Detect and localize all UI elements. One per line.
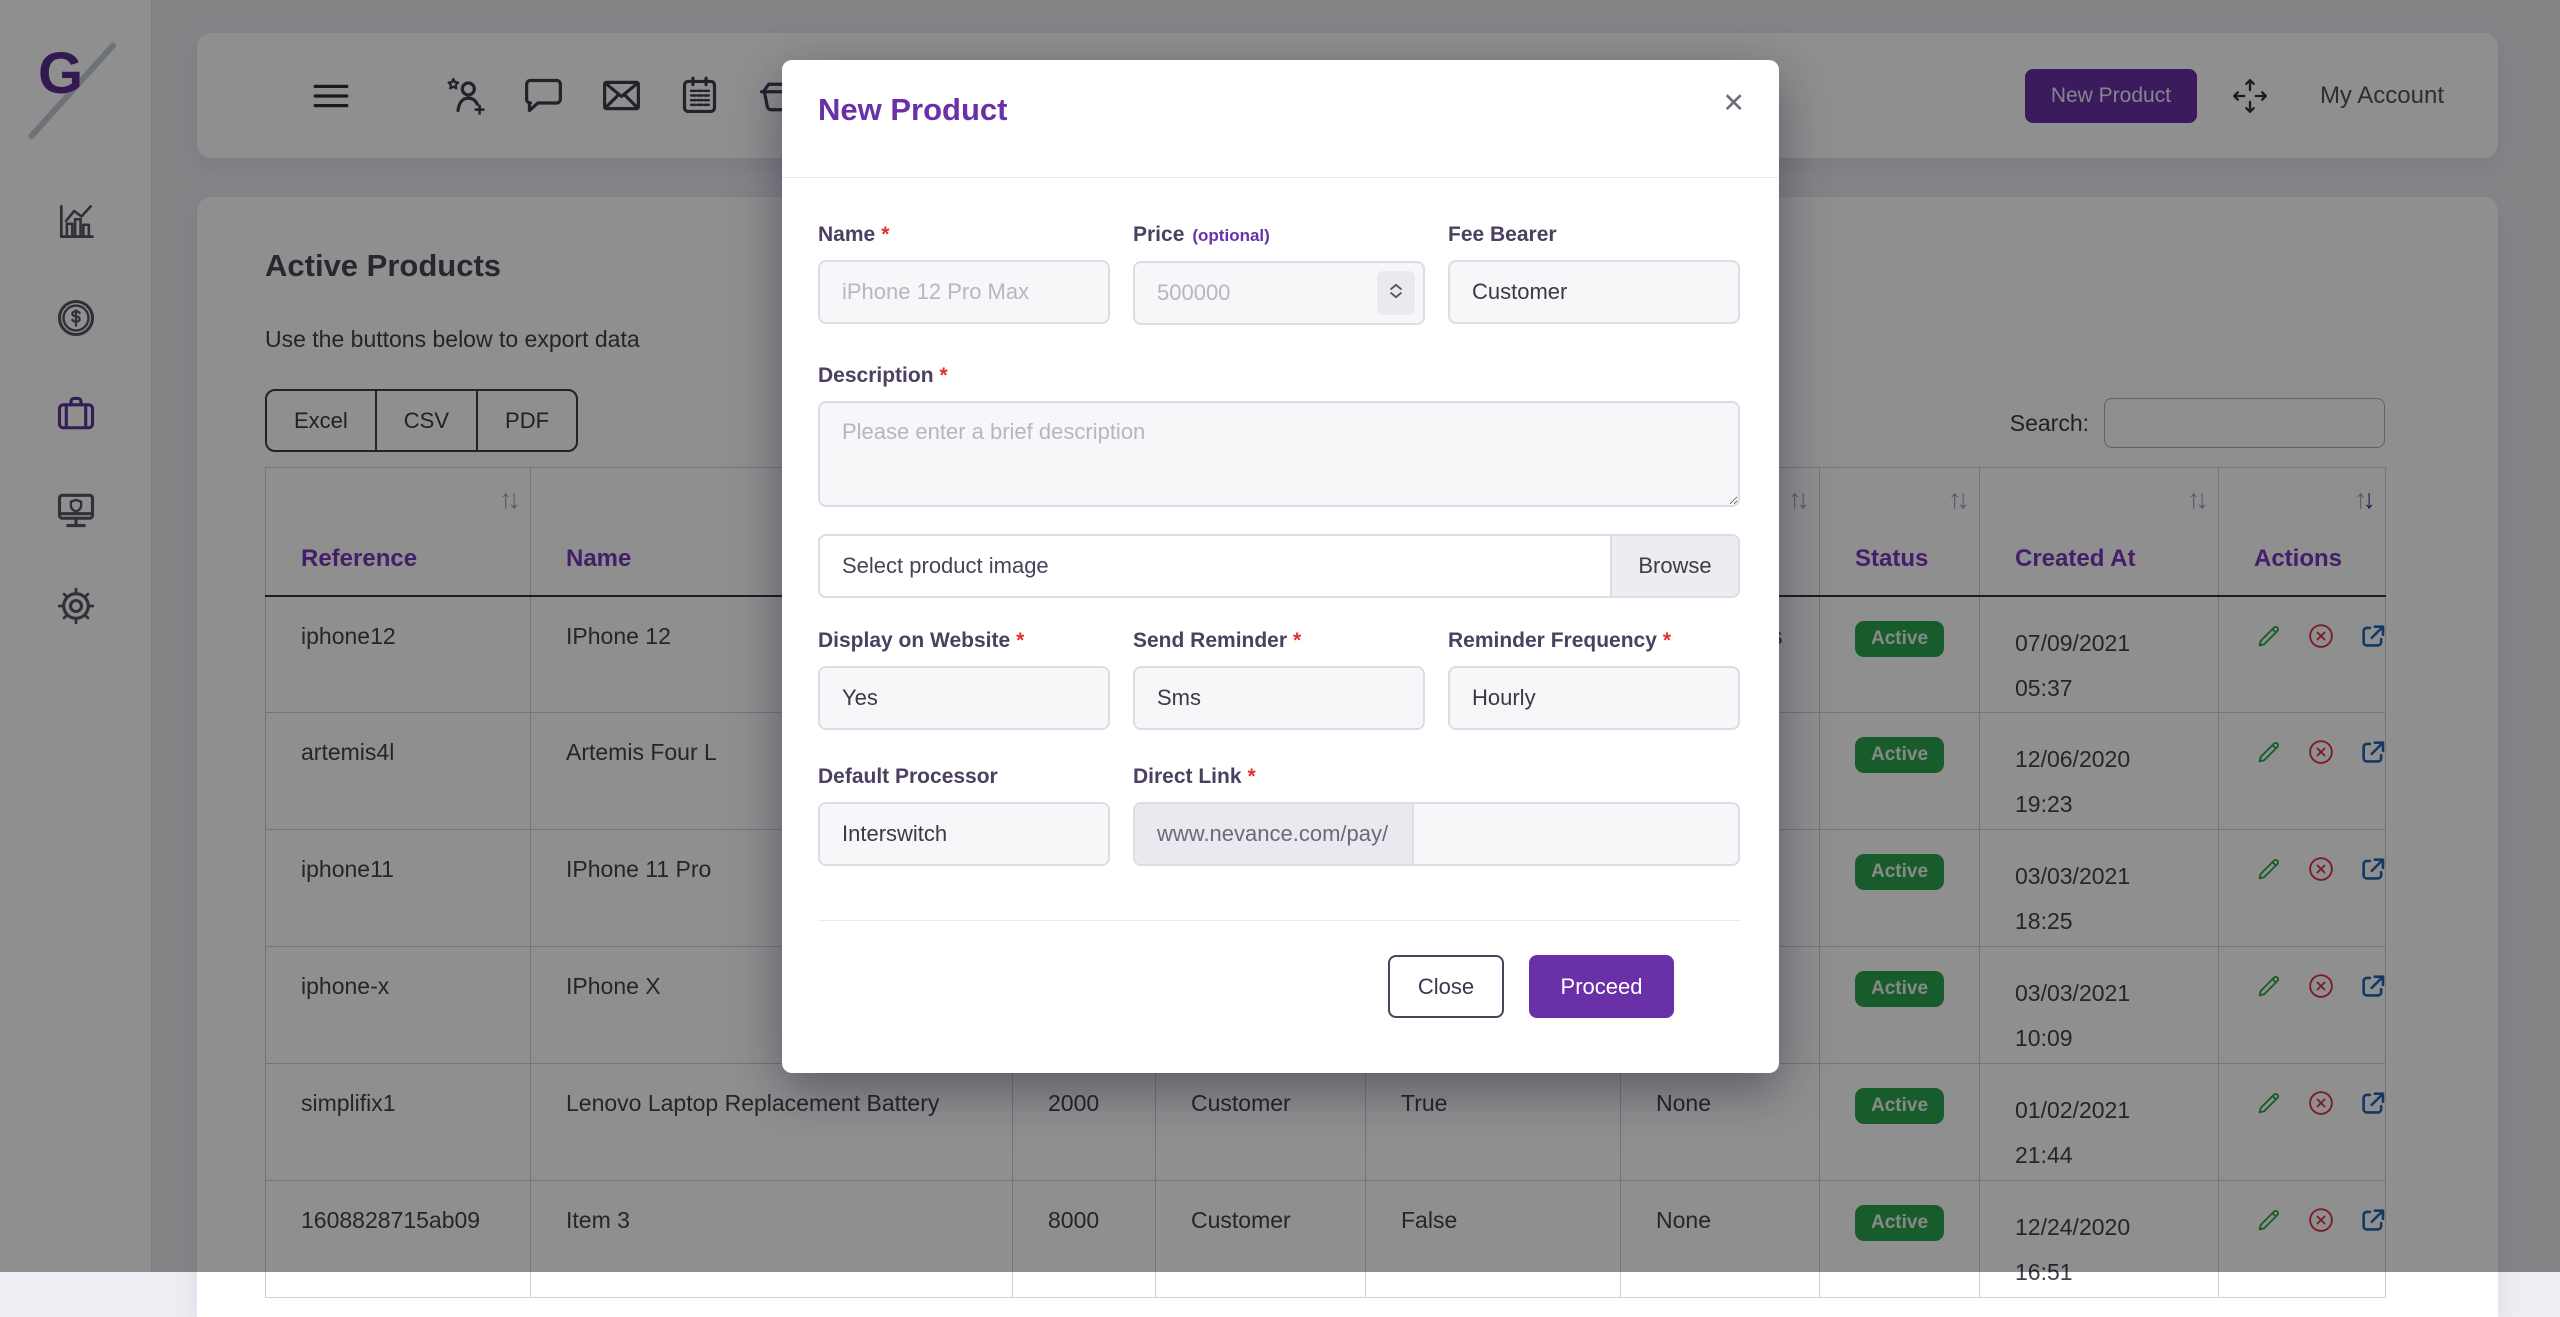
chevrons-up-down-icon — [1385, 276, 1407, 311]
form-row-4: Default Processor Interswitch Direct Lin… — [818, 764, 1740, 866]
file-placeholder: Select product image — [842, 553, 1049, 579]
modal-header: New Product ✕ — [782, 60, 1779, 178]
send-reminder-label: Send Reminder* — [1133, 628, 1425, 654]
price-label: Price(optional) — [1133, 222, 1425, 249]
number-stepper[interactable] — [1377, 271, 1415, 315]
reminder-frequency-select[interactable]: Hourly — [1448, 666, 1740, 730]
required-asterisk: * — [1293, 629, 1301, 652]
required-asterisk: * — [1248, 765, 1256, 788]
modal-body: Name* Price(optional) Fee Bearer Custome… — [782, 178, 1779, 1018]
name-label: Name* — [818, 222, 1110, 248]
new-product-modal: New Product ✕ Name* Price(optional) Fee … — [782, 60, 1779, 1073]
proceed-button[interactable]: Proceed — [1529, 955, 1674, 1018]
modal-footer: Close Proceed — [818, 920, 1740, 1018]
direct-link-label: Direct Link* — [1133, 764, 1740, 790]
default-processor-select[interactable]: Interswitch — [818, 802, 1110, 866]
product-image-file-input[interactable]: Select product image Browse — [818, 534, 1740, 598]
required-asterisk: * — [1663, 629, 1671, 652]
price-field-wrap — [1133, 261, 1425, 325]
fee-bearer-label: Fee Bearer — [1448, 222, 1740, 248]
modal-title: New Product — [818, 92, 1007, 127]
display-on-website-select[interactable]: Yes — [818, 666, 1110, 730]
direct-link-prefix: www.nevance.com/pay/ — [1135, 804, 1414, 864]
form-row-3: Display on Website* Yes Send Reminder* S… — [818, 628, 1740, 730]
required-asterisk: * — [1016, 629, 1024, 652]
display-on-website-label: Display on Website* — [818, 628, 1110, 654]
send-reminder-select[interactable]: Sms — [1133, 666, 1425, 730]
description-field[interactable] — [818, 401, 1740, 507]
default-processor-label: Default Processor — [818, 764, 1110, 790]
name-field[interactable] — [818, 260, 1110, 324]
direct-link-field[interactable] — [1414, 804, 1738, 864]
optional-tag: (optional) — [1192, 226, 1269, 245]
form-row-1: Name* Price(optional) Fee Bearer Custome… — [818, 222, 1740, 325]
required-asterisk: * — [940, 364, 948, 387]
description-label: Description* — [818, 363, 1740, 389]
description-block: Description* — [818, 363, 1740, 512]
required-asterisk: * — [881, 223, 889, 246]
direct-link-group: www.nevance.com/pay/ — [1133, 802, 1740, 866]
fee-bearer-select[interactable]: Customer — [1448, 260, 1740, 324]
reminder-frequency-label: Reminder Frequency* — [1448, 628, 1740, 654]
close-button[interactable]: Close — [1388, 955, 1504, 1018]
browse-button[interactable]: Browse — [1610, 536, 1738, 596]
modal-close-button[interactable]: ✕ — [1722, 88, 1745, 119]
